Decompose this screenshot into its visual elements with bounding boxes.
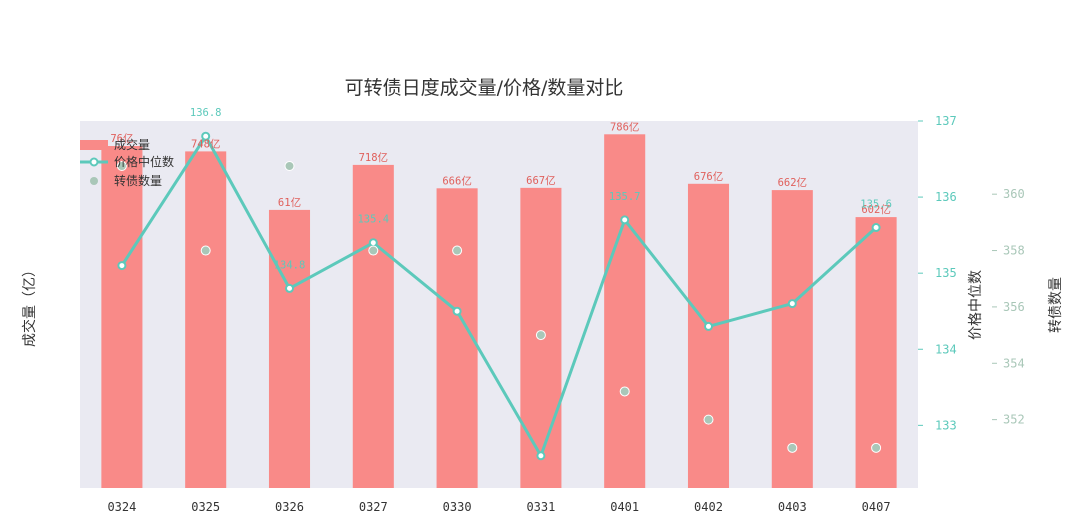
price-point-0401 <box>620 215 630 225</box>
bar-label-0326: 61亿 <box>278 196 301 209</box>
count-point-0407 <box>871 442 882 453</box>
bar-label-0401: 786亿 <box>610 120 639 133</box>
bar-label-0330: 666亿 <box>442 174 471 187</box>
bar-0327 <box>352 164 394 488</box>
price-point-0402 <box>704 321 713 331</box>
x-tick-0403: 0403 <box>778 500 807 514</box>
price-axis-tick-135: 135 <box>935 266 957 280</box>
count-point-0325 <box>200 245 211 256</box>
price-label-0327: 135.4 <box>357 214 389 226</box>
price-axis-tick-134: 134 <box>935 342 957 356</box>
price-axis-tick-137: 137 <box>935 114 957 128</box>
count-axis-tick-352: 352 <box>1003 413 1025 427</box>
bar-label-0407: 602亿 <box>861 203 890 216</box>
bar-0401 <box>604 134 646 489</box>
count-point-0403 <box>787 442 798 453</box>
legend-label-count: 转债数量 <box>114 173 162 188</box>
x-tick-0407: 0407 <box>862 500 891 514</box>
bar-label-0324: 76亿 <box>110 132 133 145</box>
bar-0324 <box>101 146 143 488</box>
x-tick-0401: 0401 <box>610 500 639 514</box>
legend-marker-price <box>89 157 99 167</box>
price-point-0331 <box>536 451 546 461</box>
legend-label-volume: 成交量 <box>114 137 150 152</box>
x-tick-0326: 0326 <box>275 500 304 514</box>
count-point-0331 <box>535 330 546 341</box>
price-axis-tick-136: 136 <box>935 190 957 204</box>
price-point-0324 <box>117 261 127 271</box>
legend-swatch-volume <box>80 140 108 150</box>
count-point-0324 <box>116 161 127 171</box>
price-point-0326 <box>285 283 294 293</box>
price-point-0325 <box>201 131 211 141</box>
y-axis-left-label: 成交量（亿） <box>21 263 38 347</box>
price-label-0407: 135.6 <box>860 199 892 211</box>
legend-label-price: 价格中位数 <box>114 154 174 169</box>
x-tick-0402: 0402 <box>694 500 723 514</box>
count-point-0326 <box>284 161 295 171</box>
count-point-0330 <box>452 245 463 256</box>
price-label-0326: 134.8 <box>274 259 306 271</box>
count-axis-tick-354: 354 <box>1003 356 1025 370</box>
count-point-0327 <box>368 245 379 256</box>
count-point-0402 <box>703 414 714 425</box>
count-point-0401 <box>619 386 630 397</box>
bar-0403 <box>771 190 813 488</box>
count-axis-tick-356: 356 <box>1003 300 1025 314</box>
bar-label-0331: 667亿 <box>526 174 555 187</box>
legend-swatch-count <box>90 177 98 185</box>
bar-0326 <box>268 209 311 488</box>
x-tick-0325: 0325 <box>191 500 220 514</box>
y-axis-right-count-label: 转债数量 <box>1048 277 1064 333</box>
price-label-0401: 135.7 <box>609 191 641 203</box>
price-point-0327 <box>368 238 378 248</box>
bar-0330 <box>436 188 478 489</box>
price-point-0407 <box>871 223 881 233</box>
legend: 成交量 价格中位数 转债数量 <box>80 137 174 188</box>
price-axis-tick-133: 133 <box>935 418 957 432</box>
x-tick-0330: 0330 <box>443 500 472 514</box>
x-tick-0331: 0331 <box>526 500 555 514</box>
bar-label-0402: 676亿 <box>694 170 723 183</box>
bar-label-0403: 662亿 <box>778 176 807 189</box>
bar-label-0327: 718亿 <box>359 151 388 164</box>
bar-label-0325: 748亿 <box>191 137 220 150</box>
x-tick-0324: 0324 <box>107 500 136 514</box>
count-axis-tick-360: 360 <box>1003 187 1025 201</box>
price-point-0330 <box>452 306 462 316</box>
price-line <box>120 134 878 458</box>
bar-0325 <box>185 151 227 488</box>
y-axis-right-price-label: 价格中位数 <box>968 270 984 340</box>
count-axis-tick-358: 358 <box>1003 244 1025 258</box>
x-tick-0327: 0327 <box>359 500 388 514</box>
price-point-0403 <box>787 299 797 309</box>
chart-title: 可转债日度成交量/价格/数量对比 <box>345 77 624 99</box>
bar-0402 <box>687 183 730 489</box>
price-label-0325: 136.8 <box>190 107 222 119</box>
